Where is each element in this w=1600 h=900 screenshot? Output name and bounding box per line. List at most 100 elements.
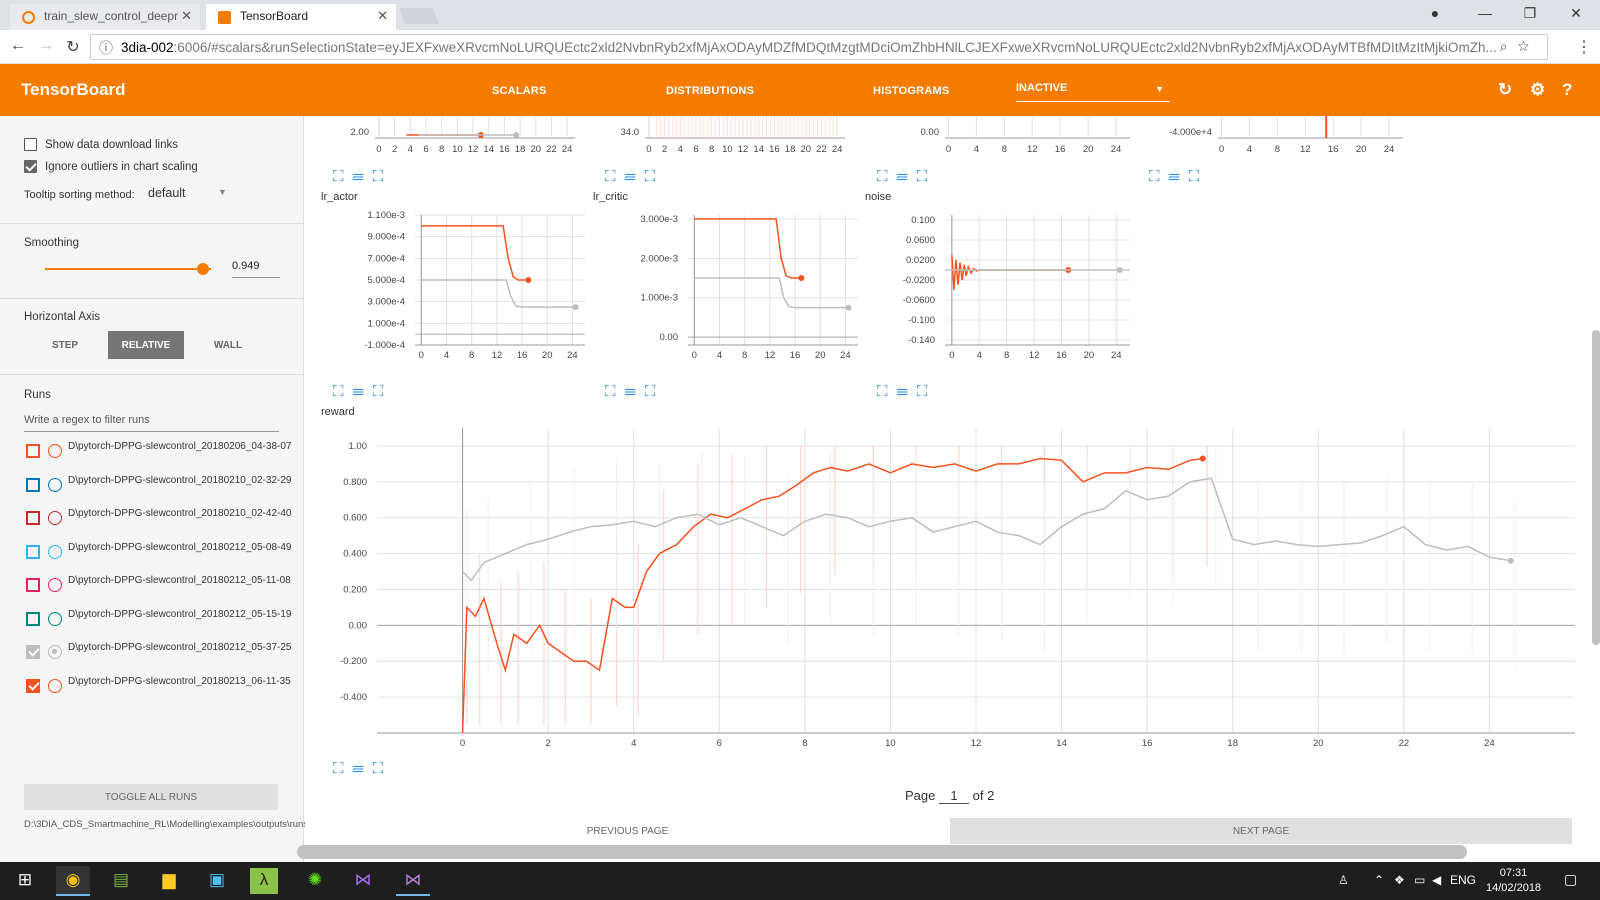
expand-icon[interactable]: ⛶	[605, 383, 625, 400]
menu-dots-icon[interactable]: ⋮	[1576, 39, 1592, 56]
tooltip-sorting-select[interactable]: default ▼	[148, 186, 228, 200]
fit-domain-icon[interactable]: ⛶	[372, 383, 393, 400]
run-checkbox[interactable]	[26, 678, 40, 693]
fit-domain-icon[interactable]: ⛶	[372, 168, 393, 185]
refresh-icon[interactable]: ↻	[1498, 80, 1513, 99]
language-indicator[interactable]: ENG	[1450, 873, 1477, 887]
list-icon[interactable]: ☰	[624, 383, 645, 400]
expand-icon[interactable]: ⛶	[333, 383, 353, 400]
haxis-relative-button[interactable]: RELATIVE	[108, 331, 184, 359]
browser-tab-tensorboard[interactable]: TensorBoard ✕	[206, 4, 396, 30]
run-checkbox[interactable]	[26, 544, 40, 559]
info-icon[interactable]: ⓘ	[99, 40, 113, 56]
visual-studio-code-icon[interactable]: ⋈	[354, 870, 372, 889]
haxis-step-button[interactable]: STEP	[51, 340, 79, 351]
list-icon[interactable]: ☰	[624, 168, 645, 185]
tab-scalars[interactable]: SCALARS	[492, 85, 547, 97]
tab-distributions[interactable]: DISTRIBUTIONS	[666, 85, 755, 97]
run-item[interactable]: D\pytorch-DPPG-slewcontrol_20180210_02-4…	[24, 505, 291, 539]
show-download-links-checkbox[interactable]	[24, 138, 37, 151]
list-icon[interactable]: ☰	[896, 168, 917, 185]
browser-tab-train[interactable]: train_slew_control_deepr ✕	[10, 4, 200, 30]
list-icon[interactable]: ☰	[1168, 168, 1189, 185]
expand-icon[interactable]: ⛶	[333, 168, 353, 185]
back-icon[interactable]: ←	[10, 37, 26, 54]
run-item[interactable]: D\pytorch-DPPG-slewcontrol_20180212_05-1…	[24, 572, 291, 606]
visual-studio-icon[interactable]: ⋈	[396, 866, 430, 896]
volume-icon[interactable]: ◀	[1432, 873, 1442, 887]
run-checkbox[interactable]	[26, 511, 40, 525]
fit-domain-icon[interactable]: ⛶	[916, 168, 937, 185]
vertical-scrollbar[interactable]	[1592, 330, 1600, 645]
fit-domain-icon[interactable]: ⛶	[916, 383, 937, 400]
maximize-icon[interactable]: ❐	[1523, 5, 1537, 21]
smoothing-slider-track[interactable]	[45, 268, 211, 270]
fit-domain-icon[interactable]: ⛶	[372, 760, 393, 777]
run-radio[interactable]	[48, 544, 62, 559]
close-icon[interactable]: ✕	[181, 8, 192, 23]
expand-icon[interactable]: ⛶	[877, 168, 897, 185]
run-radio[interactable]	[48, 444, 62, 458]
reload-icon[interactable]: ↻	[66, 39, 80, 56]
notepad-icon[interactable]: ▤	[112, 870, 130, 889]
close-icon[interactable]: ✕	[377, 8, 388, 23]
run-item[interactable]: D\pytorch-DPPG-slewcontrol_20180213_06-1…	[24, 673, 291, 707]
list-icon[interactable]: ☰	[352, 383, 373, 400]
notifications-icon[interactable]: ▢	[1564, 871, 1578, 887]
haxis-wall-button[interactable]: WALL	[213, 340, 243, 351]
system-clock[interactable]: 07:31 14/02/2018	[1486, 866, 1541, 896]
minimize-icon[interactable]: —	[1478, 5, 1492, 21]
toggle-all-runs-button[interactable]: TOGGLE ALL RUNS	[24, 784, 278, 810]
run-radio[interactable]	[48, 477, 62, 492]
windows-start-icon[interactable]: ⊞	[17, 870, 33, 889]
horizontal-scrollbar[interactable]	[297, 845, 1467, 859]
atom-icon[interactable]: ✺	[307, 870, 323, 889]
run-radio[interactable]	[48, 678, 62, 693]
expand-icon[interactable]: ⛶	[1149, 168, 1169, 185]
run-checkbox[interactable]	[26, 477, 40, 492]
ignore-outliers-checkbox[interactable]	[24, 160, 37, 173]
chrome-icon[interactable]: ◉	[56, 866, 90, 896]
previous-page-button[interactable]: PREVIOUS PAGE	[586, 826, 669, 837]
run-checkbox[interactable]	[26, 578, 40, 592]
expand-icon[interactable]: ⛶	[877, 383, 897, 400]
run-item[interactable]: D\pytorch-DPPG-slewcontrol_20180212_05-0…	[24, 539, 291, 573]
fit-domain-icon[interactable]: ⛶	[644, 168, 665, 185]
tab-histograms[interactable]: HISTOGRAMS	[873, 85, 950, 97]
run-item[interactable]: D\pytorch-DPPG-slewcontrol_20180210_02-3…	[24, 472, 291, 506]
file-explorer-icon[interactable]: ▆	[162, 870, 176, 889]
fit-domain-icon[interactable]: ⛶	[644, 383, 665, 400]
window-close-icon[interactable]: ✕	[1570, 5, 1582, 21]
expand-icon[interactable]: ⛶	[333, 760, 353, 777]
next-page-button[interactable]: NEXT PAGE	[950, 818, 1572, 844]
tray-expand-icon[interactable]: ⌃	[1374, 873, 1385, 887]
list-icon[interactable]: ☰	[896, 383, 917, 400]
smoothing-slider-handle[interactable]	[196, 263, 209, 275]
dropbox-icon[interactable]: ❖	[1394, 873, 1405, 887]
page-number-input[interactable]: 1	[939, 788, 969, 804]
gear-icon[interactable]: ⚙	[1530, 80, 1546, 99]
forward-icon[interactable]: →	[38, 37, 54, 54]
expand-icon[interactable]: ⛶	[605, 168, 625, 185]
lambda-app-icon[interactable]: λ	[250, 868, 278, 894]
run-item[interactable]: D\pytorch-DPPG-slewcontrol_20180212_05-3…	[24, 639, 291, 673]
zoom-and-star-icons[interactable]: ⌕☆	[1499, 38, 1539, 54]
app-window-icon[interactable]: ▣	[208, 870, 226, 889]
profile-icon[interactable]: ●	[1430, 5, 1440, 21]
run-filter-input[interactable]: Write a regex to filter runs	[24, 412, 279, 432]
list-icon[interactable]: ☰	[352, 760, 373, 777]
new-tab-button[interactable]	[399, 8, 439, 24]
inactive-dashboards-select[interactable]: INACTIVE ▼	[1016, 82, 1170, 102]
run-item[interactable]: D\pytorch-DPPG-slewcontrol_20180212_05-1…	[24, 606, 291, 640]
list-icon[interactable]: ☰	[352, 168, 373, 185]
run-checkbox[interactable]	[26, 645, 40, 659]
run-checkbox[interactable]	[26, 611, 40, 626]
fit-domain-icon[interactable]: ⛶	[1188, 168, 1209, 185]
run-item[interactable]: D\pytorch-DPPG-slewcontrol_20180206_04-3…	[24, 438, 291, 472]
address-bar[interactable]: ⓘ 3dia-002:6006/#scalars&runSelectionSta…	[90, 34, 1548, 60]
run-radio[interactable]	[48, 645, 62, 659]
network-icon[interactable]: ▭	[1414, 873, 1426, 887]
run-radio[interactable]	[48, 611, 62, 626]
help-icon[interactable]: ?	[1562, 80, 1573, 99]
run-checkbox[interactable]	[26, 444, 40, 458]
